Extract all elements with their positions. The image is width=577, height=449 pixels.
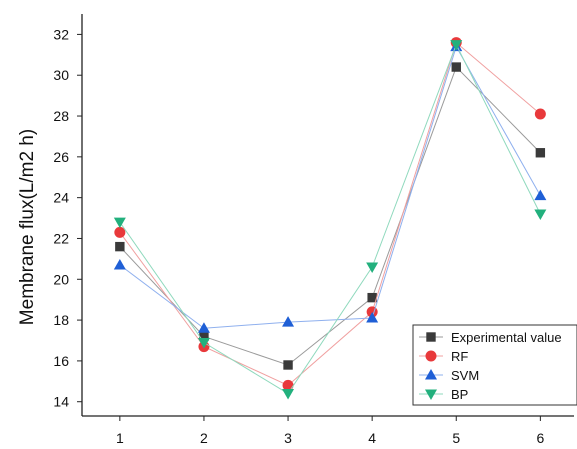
data-point [534,189,547,201]
data-point [535,148,546,158]
legend-label: SVM [451,368,479,383]
series-group [113,37,547,400]
legend-marker [426,332,436,342]
data-point [114,226,126,238]
data-point [283,360,293,370]
legend-box [412,324,577,406]
series-line [119,41,541,386]
legend-marker [425,369,437,380]
y-tick-label: 20 [53,271,69,287]
x-axis-ticks: 1 2 3 4 5 6 [116,416,544,446]
x-tick-label: 1 [116,430,124,446]
data-point [197,322,210,333]
series-line [119,45,541,329]
axes [81,14,574,417]
data-point [534,209,547,220]
legend: Experimental value RF SVM BP [412,324,577,406]
data-point [450,40,463,51]
y-tick-label: 14 [53,394,69,410]
data-point [282,389,295,400]
series-line [119,43,541,395]
y-tick-label: 24 [53,190,69,206]
data-point [451,62,461,72]
series-0 [115,62,546,370]
y-tick-label: 28 [53,108,69,124]
data-point [197,338,210,349]
legend-marker [425,389,437,400]
y-tick-label: 26 [53,149,69,165]
x-tick-label: 4 [368,430,376,446]
y-tick-label: 30 [53,67,69,83]
x-tick-label: 6 [536,430,544,446]
data-point [115,241,125,252]
legend-label: RF [451,349,468,364]
data-point [367,292,377,303]
y-tick-label: 22 [53,230,69,246]
x-tick-label: 5 [452,430,460,446]
x-tick-label: 2 [200,430,208,446]
y-tick-label: 18 [53,312,69,328]
y-axis-ticks: 14 16 18 20 22 24 26 28 30 32 [53,26,82,410]
series-3 [113,40,547,400]
legend-label: BP [451,387,468,402]
data-point [282,379,294,391]
series-line [119,66,541,366]
data-point [113,258,126,270]
series-2 [113,40,547,333]
data-point [199,331,209,342]
data-point [534,108,546,120]
y-axis-label: Membrane flux(L/m2 h) [17,129,38,325]
data-point [113,217,126,229]
y-tick-label: 32 [53,26,69,42]
legend-label: Experimental value [451,330,562,345]
y-tick-label: 16 [53,353,69,369]
data-point [366,312,379,323]
data-point [366,262,379,274]
data-point [282,316,295,327]
legend-marker [425,350,437,362]
x-tick-label: 3 [284,430,292,446]
